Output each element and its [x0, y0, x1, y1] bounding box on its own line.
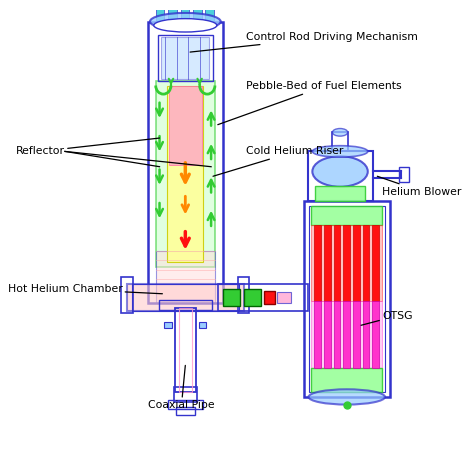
Bar — [176, 407, 195, 415]
Bar — [334, 301, 340, 368]
Bar — [309, 206, 385, 392]
Bar — [264, 291, 275, 304]
Bar — [308, 151, 373, 201]
Bar — [363, 225, 369, 301]
Bar — [218, 284, 308, 311]
Bar — [314, 225, 321, 301]
Bar — [167, 85, 203, 262]
Text: OTSG: OTSG — [361, 311, 412, 325]
Bar — [148, 22, 223, 304]
Bar — [344, 301, 350, 368]
Bar — [314, 301, 321, 368]
Bar — [193, 0, 201, 22]
Text: Pebble-Bed of Fuel Elements: Pebble-Bed of Fuel Elements — [218, 81, 402, 125]
Bar — [174, 387, 197, 402]
Bar — [363, 301, 369, 368]
Bar — [277, 292, 292, 304]
Bar — [315, 186, 365, 201]
Bar — [155, 0, 164, 22]
Bar — [155, 81, 215, 267]
Bar — [373, 301, 379, 368]
Bar — [169, 85, 201, 165]
Text: Helium Blower: Helium Blower — [377, 176, 462, 197]
Bar — [205, 0, 214, 22]
Bar — [168, 400, 202, 409]
Bar — [168, 0, 177, 22]
Bar — [162, 37, 209, 79]
Bar — [155, 251, 215, 304]
Text: Coaxial Pipe: Coaxial Pipe — [148, 365, 215, 410]
Bar — [179, 308, 192, 392]
Bar — [181, 0, 189, 22]
Bar — [399, 167, 409, 182]
Ellipse shape — [309, 389, 385, 405]
Bar — [311, 301, 382, 368]
Bar — [304, 201, 390, 397]
Bar — [332, 132, 348, 151]
Bar — [324, 301, 331, 368]
Bar — [127, 284, 244, 311]
Bar — [238, 277, 249, 313]
Ellipse shape — [312, 156, 368, 187]
Ellipse shape — [332, 128, 348, 136]
Text: Cold Helium Riser: Cold Helium Riser — [213, 146, 344, 176]
Bar — [353, 225, 360, 301]
Bar — [311, 368, 382, 392]
Bar — [164, 322, 172, 328]
Ellipse shape — [154, 19, 217, 32]
Bar — [199, 322, 206, 328]
Text: Control Rod Driving Mechanism: Control Rod Driving Mechanism — [190, 32, 419, 52]
Bar — [223, 289, 240, 306]
Bar — [159, 300, 212, 310]
Ellipse shape — [312, 145, 368, 157]
Bar — [158, 35, 213, 81]
Bar — [353, 301, 360, 368]
Bar — [324, 225, 331, 301]
Bar — [373, 225, 379, 301]
Bar — [334, 225, 340, 301]
Bar — [175, 308, 196, 392]
Text: Reflector: Reflector — [16, 138, 160, 156]
Ellipse shape — [150, 13, 221, 30]
Bar — [132, 284, 239, 311]
Bar — [311, 225, 382, 301]
Bar — [344, 225, 350, 301]
Bar — [121, 277, 133, 313]
Bar — [244, 289, 261, 306]
Text: Hot Helium Chamber: Hot Helium Chamber — [8, 284, 163, 294]
Bar — [311, 206, 382, 225]
